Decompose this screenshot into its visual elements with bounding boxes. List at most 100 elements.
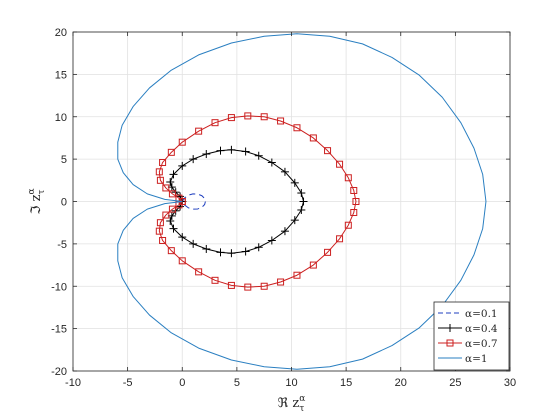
square-marker — [159, 236, 167, 244]
square-marker — [162, 211, 170, 219]
x-tick-label: 15 — [340, 377, 352, 389]
square-marker — [227, 114, 235, 122]
plus-marker — [241, 147, 250, 156]
legend-entry: α=0.1 — [438, 308, 498, 320]
square-marker — [324, 147, 332, 155]
y-axis-label-subscript: τ — [37, 189, 47, 194]
legend: α=0.1 α=0.4 α=0.7 α=1 — [433, 301, 510, 371]
square-marker — [167, 148, 175, 156]
y-axis-label: ℑ zατ — [27, 188, 47, 214]
square-marker — [155, 168, 163, 176]
y-tick-label: 10 — [55, 112, 67, 124]
square-marker — [211, 119, 219, 127]
plus-marker — [227, 249, 236, 258]
series-2 — [155, 112, 360, 291]
square-marker — [155, 227, 163, 235]
square-marker — [293, 124, 301, 132]
square-marker — [350, 186, 358, 194]
square-marker — [352, 198, 360, 205]
series-3 — [117, 33, 487, 370]
x-axis-label-subscript: τ — [299, 404, 304, 414]
plus-marker — [254, 151, 263, 160]
series-0 — [181, 193, 206, 210]
square-marker — [178, 257, 186, 265]
square-marker — [211, 276, 219, 284]
plus-marker — [216, 248, 225, 257]
square-marker — [350, 209, 358, 217]
x-axis-label-text: ℜ zα τ — [278, 394, 306, 414]
square-marker — [344, 174, 352, 182]
square-marker — [244, 283, 252, 291]
square-marker — [168, 205, 176, 213]
square-marker — [178, 138, 186, 146]
x-tick-label: 20 — [395, 377, 407, 389]
plus-marker — [202, 150, 211, 159]
series-line — [158, 115, 357, 288]
square-marker — [344, 221, 352, 229]
square-marker — [336, 235, 344, 243]
plus-marker — [202, 244, 211, 253]
plus-marker — [178, 161, 187, 170]
x-tick-label: 25 — [449, 377, 461, 389]
square-marker — [167, 247, 175, 255]
square-marker — [277, 278, 285, 286]
plus-marker — [290, 178, 299, 187]
series-layer — [117, 33, 487, 370]
legend-entry: α=1 — [438, 353, 488, 365]
square-marker — [260, 282, 268, 290]
y-axis-label-superscript: α — [27, 188, 37, 194]
square-marker — [244, 112, 252, 120]
x-axis-label: ℜ zα τ — [278, 394, 306, 414]
plus-marker — [299, 197, 308, 206]
square-marker — [195, 127, 203, 135]
plus-marker — [166, 216, 175, 225]
y-tick-label: 15 — [55, 69, 67, 81]
y-tick-label: 20 — [55, 27, 67, 39]
plus-marker — [254, 243, 263, 252]
legend-label: α=1 — [465, 353, 488, 365]
series-line — [181, 193, 206, 210]
y-tick-label: -5 — [57, 239, 67, 251]
x-tick-label: 0 — [179, 377, 185, 389]
y-tick-label: -15 — [51, 324, 67, 336]
square-marker — [168, 190, 176, 198]
square-marker — [277, 117, 285, 125]
x-tick-label: 10 — [285, 377, 297, 389]
y-tick-label: -20 — [51, 366, 67, 378]
series-line — [117, 33, 487, 370]
square-marker — [195, 268, 203, 276]
y-tick-label: 5 — [61, 154, 67, 166]
x-tick-label: -10 — [65, 377, 81, 389]
plus-marker — [189, 239, 198, 248]
x-axis-label-main: ℜ z — [278, 396, 300, 411]
legend-entry: α=0.4 — [438, 323, 498, 335]
legend-label: α=0.4 — [465, 323, 498, 335]
y-tick-label: -10 — [51, 281, 67, 293]
plus-marker — [216, 146, 225, 155]
plus-marker — [267, 158, 276, 167]
legend-marker — [446, 339, 454, 347]
square-marker — [162, 184, 170, 192]
plus-marker — [280, 227, 289, 236]
y-tick-label: 0 — [61, 197, 67, 209]
plus-marker — [227, 145, 236, 154]
square-marker — [336, 160, 344, 168]
legend-label: α=0.1 — [465, 308, 498, 320]
plus-marker — [290, 216, 299, 225]
plus-marker — [241, 247, 250, 256]
x-tick-label: 30 — [504, 377, 516, 389]
plus-marker — [297, 189, 306, 198]
square-marker — [156, 219, 164, 227]
x-tick-label: 5 — [234, 377, 240, 389]
square-marker — [156, 176, 164, 184]
square-marker — [260, 113, 268, 121]
square-marker — [293, 271, 301, 279]
plus-marker — [267, 236, 276, 245]
plus-marker — [189, 155, 198, 164]
square-marker — [324, 248, 332, 256]
square-marker — [309, 134, 317, 142]
square-marker — [227, 281, 235, 289]
plus-marker — [178, 233, 187, 242]
square-marker — [309, 261, 317, 269]
legend-label: α=0.7 — [465, 338, 498, 350]
